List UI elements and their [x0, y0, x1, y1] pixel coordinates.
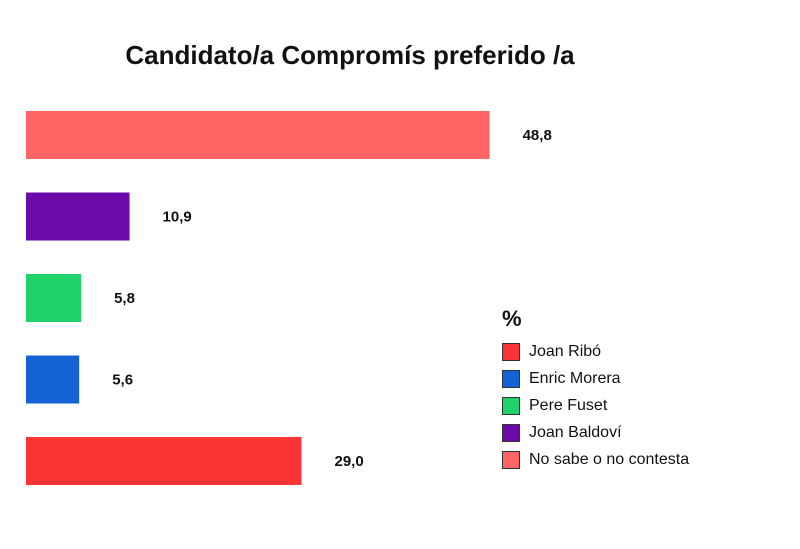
legend-swatch-no-sabe	[502, 450, 520, 469]
bar-enric-morera	[26, 355, 80, 404]
legend-label-joan-baldovi: Joan Baldoví	[529, 423, 622, 441]
bar-joan-ribo	[26, 437, 302, 485]
bar-joan-baldovi	[26, 192, 130, 241]
chart-title: Candidato/a Compromís preferido /a	[125, 40, 575, 70]
legend-label-pere-fuset: Pere Fuset	[529, 396, 608, 414]
data-label-pere-fuset: 5,8	[114, 290, 135, 307]
data-label-enric-morera: 5,6	[112, 372, 133, 389]
legend-label-no-sabe: No sabe o no contesta	[529, 450, 690, 468]
legend-title: %	[502, 306, 522, 331]
legend-item-enric-morera: Enric Morera	[502, 365, 689, 392]
data-label-no-sabe-o-no-contesta: 48,8	[523, 127, 552, 144]
legend-swatch-joan-ribo	[502, 342, 520, 361]
legend-item-no-sabe: No sabe o no contesta	[502, 446, 689, 473]
legend-label-joan-ribo: Joan Ribó	[529, 342, 602, 360]
bar-no-sabe-o-no-contesta	[26, 111, 490, 159]
legend-swatch-joan-baldovi	[502, 423, 520, 442]
legend: % Joan Ribó Enric Morera Pere Fuset Joan…	[502, 306, 689, 473]
legend-item-joan-ribo: Joan Ribó	[502, 338, 689, 365]
legend-swatch-pere-fuset	[502, 396, 520, 415]
legend-item-pere-fuset: Pere Fuset	[502, 392, 689, 419]
data-label-joan-baldovi: 10,9	[163, 209, 192, 226]
bar-pere-fuset	[26, 274, 82, 322]
legend-item-joan-baldovi: Joan Baldoví	[502, 419, 689, 446]
legend-label-enric-morera: Enric Morera	[529, 369, 621, 387]
legend-swatch-enric-morera	[502, 369, 520, 388]
data-label-joan-ribo: 29,0	[335, 453, 364, 470]
